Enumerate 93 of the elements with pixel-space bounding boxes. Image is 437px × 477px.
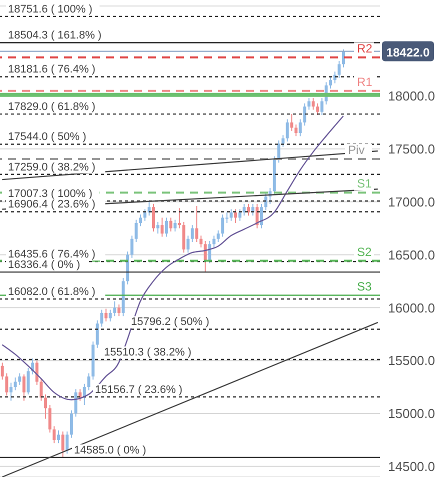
candlestick: [286, 118, 289, 142]
candlestick: [22, 374, 26, 402]
candlestick: [178, 208, 181, 229]
y-tick-label: 16000.0: [388, 300, 435, 316]
candlestick: [35, 360, 38, 386]
candlestick: [221, 214, 224, 238]
candlestick: [18, 372, 22, 386]
candlestick: [10, 382, 12, 402]
candlestick: [294, 124, 298, 137]
ref-line-label: 16906.4 ( 23.6% ): [8, 198, 96, 211]
y-tick-label: 15000.0: [388, 406, 435, 422]
y-tick-label: 14500.0: [388, 459, 435, 474]
candlestick: [134, 219, 138, 243]
candlestick: [312, 98, 315, 110]
candlestick: [40, 378, 43, 402]
candlestick: [316, 102, 320, 116]
candlestick: [190, 224, 194, 243]
candlestick: [186, 235, 190, 254]
ref-line-label: 18181.6 ( 76.4% ): [8, 64, 96, 76]
y-tick-label: 17000.0: [388, 194, 435, 210]
candlestick: [44, 394, 48, 420]
y-tick-label: 17500.0: [388, 142, 435, 157]
candlestick: [130, 235, 134, 258]
candlestick: [307, 98, 310, 110]
ref-line-label: Piv: [348, 143, 365, 158]
candlestick: [66, 430, 69, 454]
candlestick: [298, 118, 302, 137]
ref-line-label: 15156.7 ( 23.6% ): [95, 384, 182, 396]
candlestick: [57, 430, 60, 444]
candlestick: [61, 430, 64, 458]
line-series: [2, 115, 344, 400]
candlestick: [282, 134, 285, 148]
ref-line-label: S2: [357, 244, 372, 259]
candlestick: [320, 98, 324, 116]
candlestick: [100, 309, 104, 328]
ref-line-label: R2: [357, 41, 373, 56]
candlestick: [216, 230, 220, 243]
ref-line-label: 18422.0: [386, 45, 430, 60]
candlestick: [108, 309, 112, 322]
candlestick: [14, 377, 17, 391]
candlestick: [5, 372, 8, 396]
candlestick: [234, 208, 238, 224]
candlestick: [329, 76, 332, 90]
candlestick: [264, 192, 268, 211]
candlestick: [152, 203, 155, 232]
candlestick: [260, 203, 263, 229]
candlestick: [174, 219, 177, 232]
candlestick: [204, 240, 207, 273]
ref-line-label: S3: [357, 279, 372, 294]
candlestick: [242, 203, 246, 216]
candlestick: [230, 208, 233, 222]
candlestick: [26, 367, 30, 395]
ref-line-label: 16435.6 ( 76.4% ): [8, 248, 96, 261]
candlestick: [48, 404, 52, 434]
candlestick: [74, 388, 78, 418]
ref-line-label: 16336.4 ( 0% ): [8, 259, 80, 272]
candlestick: [96, 320, 99, 348]
candlestick: [0, 362, 4, 380]
candlestick: [160, 217, 164, 238]
candlestick: [143, 208, 146, 222]
candlestick: [338, 60, 341, 78]
ref-line-label: 18504.3 ( 161.8% ): [8, 30, 102, 42]
ref-line-label: 15796.2 ( 50% ): [131, 316, 210, 328]
ref-line-label: 17007.3 ( 100% ): [8, 188, 92, 200]
candlestick: [303, 102, 306, 126]
candlestick: [164, 217, 168, 238]
candlestick: [195, 206, 198, 243]
y-tick-label: 18000.0: [388, 88, 435, 104]
ref-line-label: 18751.6 ( 100% ): [8, 3, 92, 16]
candlestick: [117, 304, 120, 317]
ref-line-label: R1: [357, 74, 373, 89]
candlestick: [87, 372, 90, 391]
ref-line-label: 17829.0 ( 61.8% ): [8, 101, 96, 114]
ref-line-label: 15510.3 ( 38.2% ): [104, 346, 192, 358]
ref-line-label: 17544.0 ( 50% ): [8, 131, 86, 144]
candlestick: [247, 203, 250, 216]
candlestick: [52, 426, 56, 444]
ref-line-label: 16082.0 ( 61.8% ): [8, 286, 96, 298]
ref-line-label: 14585.0 ( 0% ): [74, 444, 146, 456]
candlestick: [169, 217, 172, 232]
candlestick: [200, 235, 202, 248]
candlestick: [113, 300, 116, 317]
candlestick: [290, 113, 294, 132]
y-tick-label: 15500.0: [388, 353, 435, 368]
candlestick: [212, 235, 216, 248]
ref-line-label: 17259.0 ( 38.2% ): [8, 161, 96, 174]
ref-line-label: S1: [357, 176, 372, 191]
candlestick: [139, 214, 142, 227]
y-tick-label: 16500.0: [388, 247, 435, 262]
candlestick: [104, 308, 108, 322]
candlestick: [238, 208, 242, 222]
candlestick: [70, 410, 73, 438]
candlestick: [156, 221, 160, 234]
